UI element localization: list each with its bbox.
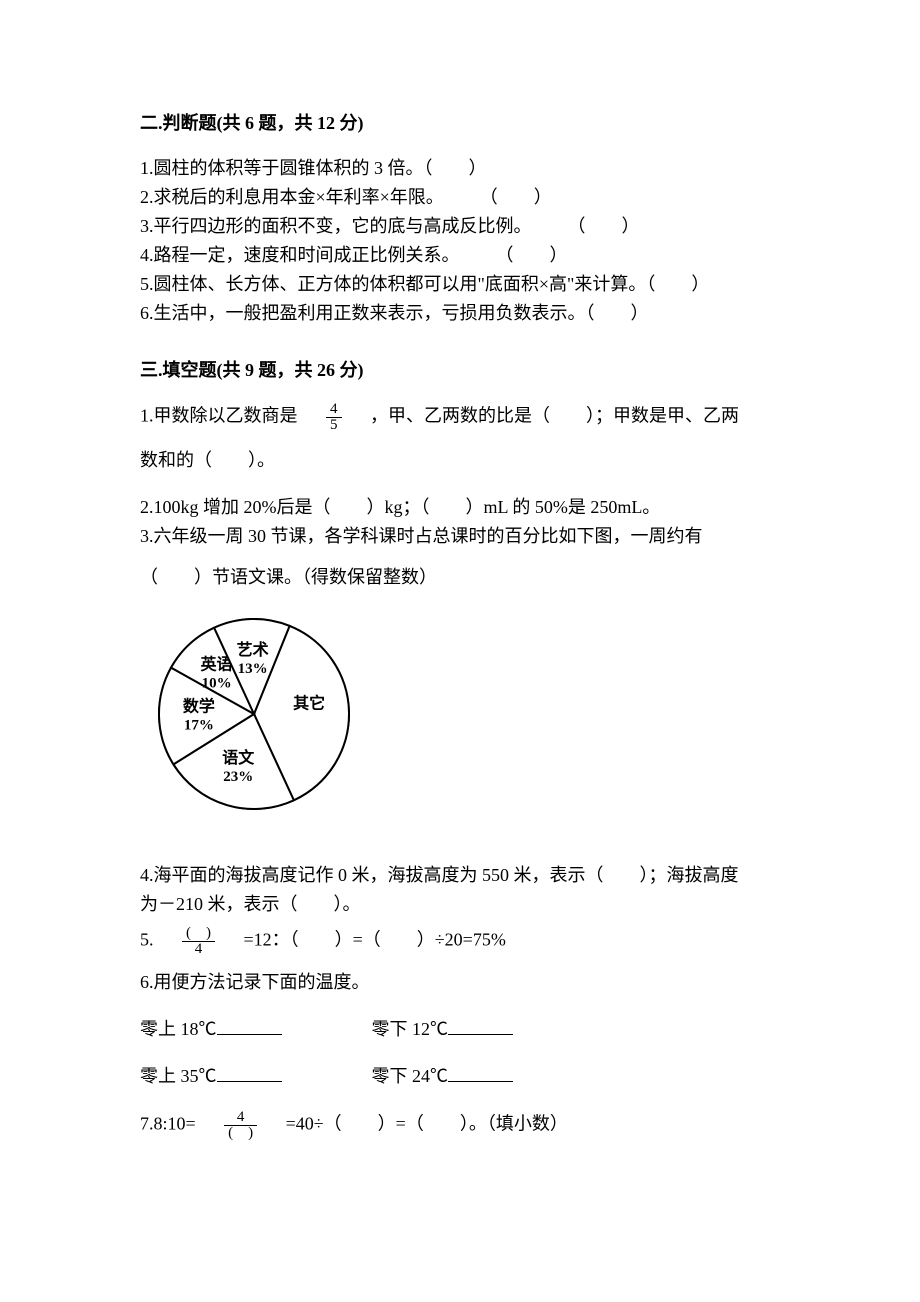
pie-chart: 其它语文23%数学17%英语10%艺术13% bbox=[144, 609, 780, 832]
s3-q4b: 为－210 米，表示（ ）。 bbox=[140, 891, 780, 918]
blank-underline bbox=[448, 1017, 513, 1035]
s3-q6-row1: 零上 18℃ 零下 12℃ bbox=[140, 1016, 780, 1043]
svg-text:13%: 13% bbox=[238, 661, 268, 677]
frac-den: 4 bbox=[182, 942, 215, 957]
s3-q7-b: =40÷（ ）=（ ）。（填小数） bbox=[268, 1114, 568, 1134]
s3-q1-line1: 1.甲数除以乙数商是 4 5 ，甲、乙两数的比是（ ）；甲数是甲、乙两 bbox=[140, 402, 780, 433]
temp-neg12-label: 零下 12℃ bbox=[372, 1019, 449, 1039]
section-3: 三.填空题(共 9 题，共 26 分) 1.甲数除以乙数商是 4 5 ，甲、乙两… bbox=[140, 357, 780, 1141]
svg-text:数学: 数学 bbox=[183, 696, 215, 715]
s2-q5: 5.圆柱体、长方体、正方体的体积都可以用"底面积×高"来计算。（ ） bbox=[140, 271, 780, 298]
fraction-4-blank: 4 ( ) bbox=[224, 1110, 257, 1141]
pie-chart-svg: 其它语文23%数学17%英语10%艺术13% bbox=[144, 609, 374, 824]
temp-neg24: 零下 24℃ bbox=[372, 1063, 514, 1090]
s3-q5: 5. ( ) 4 =12：（ ）=（ ）÷20=75% bbox=[140, 926, 780, 957]
section-2: 二.判断题(共 6 题，共 12 分) 1.圆柱的体积等于圆锥体积的 3 倍。（… bbox=[140, 110, 780, 327]
s2-q1: 1.圆柱的体积等于圆锥体积的 3 倍。（ ） bbox=[140, 155, 780, 182]
s3-q7: 7.8:10= 4 ( ) =40÷（ ）=（ ）。（填小数） bbox=[140, 1110, 780, 1141]
section-2-title: 二.判断题(共 6 题，共 12 分) bbox=[140, 110, 780, 137]
section-3-title: 三.填空题(共 9 题，共 26 分) bbox=[140, 357, 780, 384]
blank-underline bbox=[217, 1017, 282, 1035]
blank-underline bbox=[217, 1064, 282, 1082]
frac-num: 4 bbox=[224, 1110, 257, 1126]
s3-q5-b: =12：（ ）=（ ）÷20=75% bbox=[226, 930, 506, 950]
s3-q4a: 4.海平面的海拔高度记作 0 米，海拔高度为 550 米，表示（ ）；海拔高度 bbox=[140, 862, 780, 889]
s2-q6: 6.生活中，一般把盈利用正数来表示，亏损用负数表示。（ ） bbox=[140, 300, 780, 327]
s3-q3a: 3.六年级一周 30 节课，各学科课时占总课时的百分比如下图，一周约有 bbox=[140, 523, 780, 550]
s3-q6-title: 6.用便方法记录下面的温度。 bbox=[140, 969, 780, 996]
svg-text:艺术: 艺术 bbox=[237, 640, 269, 659]
svg-text:23%: 23% bbox=[223, 769, 253, 785]
frac-den: 5 bbox=[326, 418, 342, 433]
temp-18-label: 零上 18℃ bbox=[140, 1019, 217, 1039]
s3-q1-text-c: 数和的（ ）。 bbox=[140, 447, 780, 474]
fraction-blank-4: ( ) 4 bbox=[182, 926, 215, 957]
s3-q2: 2.100kg 增加 20%后是（ ）kg；（ ）mL 的 50%是 250mL… bbox=[140, 494, 780, 521]
s3-q1-text-a: 1.甲数除以乙数商是 bbox=[140, 406, 316, 426]
svg-text:其它: 其它 bbox=[293, 694, 325, 713]
s3-q1: 1.甲数除以乙数商是 4 5 ，甲、乙两数的比是（ ）；甲数是甲、乙两 数和的（… bbox=[140, 402, 780, 474]
s3-q3b: （ ）节语文课。（得数保留整数） bbox=[140, 564, 780, 591]
s3-q7-a: 7.8:10= bbox=[140, 1114, 214, 1134]
blank-underline bbox=[448, 1064, 513, 1082]
s3-q6-row2: 零上 35℃ 零下 24℃ bbox=[140, 1063, 780, 1090]
svg-text:语文: 语文 bbox=[222, 748, 255, 767]
frac-num: ( ) bbox=[182, 926, 215, 942]
fraction-4-5: 4 5 bbox=[326, 402, 342, 433]
svg-text:10%: 10% bbox=[202, 676, 232, 692]
temp-neg24-label: 零下 24℃ bbox=[372, 1066, 449, 1086]
frac-num: 4 bbox=[326, 402, 342, 418]
s3-q1-text-b: ，甲、乙两数的比是（ ）；甲数是甲、乙两 bbox=[352, 406, 739, 426]
frac-den: ( ) bbox=[224, 1126, 257, 1141]
s2-q4: 4.路程一定，速度和时间成正比例关系。 （ ） bbox=[140, 242, 780, 269]
temp-35: 零上 35℃ bbox=[140, 1063, 282, 1090]
temp-35-label: 零上 35℃ bbox=[140, 1066, 217, 1086]
temp-neg12: 零下 12℃ bbox=[372, 1016, 514, 1043]
s3-q5-a: 5. bbox=[140, 930, 172, 950]
svg-text:17%: 17% bbox=[184, 717, 214, 733]
s2-q3: 3.平行四边形的面积不变，它的底与高成反比例。 （ ） bbox=[140, 213, 780, 240]
s2-q2: 2.求税后的利息用本金×年利率×年限。 （ ） bbox=[140, 184, 780, 211]
temp-18: 零上 18℃ bbox=[140, 1016, 282, 1043]
